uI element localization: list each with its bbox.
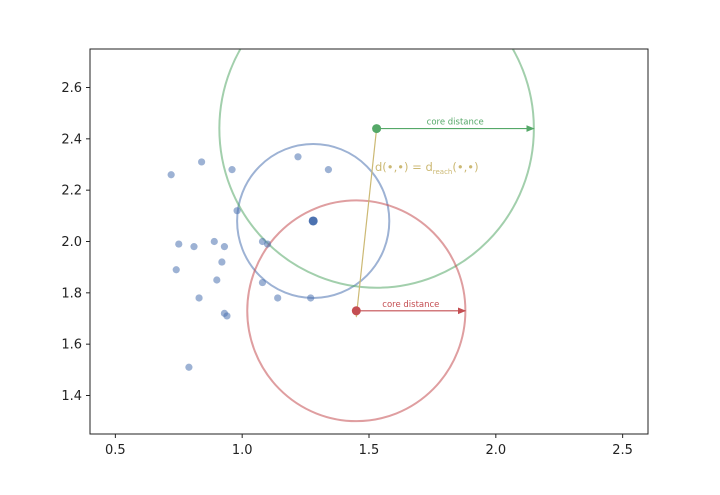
data-point xyxy=(167,171,175,179)
data-point xyxy=(263,240,272,248)
data-point xyxy=(274,294,282,302)
data-point xyxy=(324,166,333,174)
data-point xyxy=(213,276,221,284)
annotation-layer: core distance core distance d(•,•) = dreac… xyxy=(308,118,535,318)
core-distance-label: core distance xyxy=(427,118,484,128)
core-distance-circles xyxy=(218,49,535,423)
data-point xyxy=(307,294,315,302)
axis-ticks: 0.5 1.0 1.5 2.0 2.5 1.4 1.6 1.8 2.0 2.2 2.4 2.6 xyxy=(61,81,633,458)
x-tick-label: 0.5 xyxy=(105,443,126,458)
data-point xyxy=(258,278,267,287)
data-point xyxy=(228,166,236,174)
data-point xyxy=(190,243,198,251)
y-tick-label: 1.6 xyxy=(61,338,82,353)
y-tick-label: 2.2 xyxy=(61,184,82,199)
y-tick-label: 1.4 xyxy=(61,389,82,404)
y-tick-label: 2.6 xyxy=(61,81,82,96)
data-point xyxy=(172,266,180,274)
highlight-point xyxy=(308,216,318,226)
data-point xyxy=(185,363,193,371)
y-tick-label: 1.8 xyxy=(61,286,82,301)
x-tick-label: 1.0 xyxy=(232,443,253,458)
x-tick-label: 1.5 xyxy=(359,443,380,458)
data-point xyxy=(175,240,183,248)
reachability-label: d(•,•) = dreach(•,•) xyxy=(375,160,479,176)
data-point xyxy=(198,158,206,166)
x-tick-label: 2.5 xyxy=(612,443,633,458)
core-distance-label: core distance xyxy=(382,300,439,310)
data-point xyxy=(223,312,231,320)
data-point xyxy=(233,207,241,215)
data-point xyxy=(220,243,229,251)
reachability-arrow xyxy=(353,128,378,318)
y-tick-label: 2.4 xyxy=(61,132,82,147)
data-point xyxy=(210,237,218,246)
data-point xyxy=(218,258,226,266)
x-tick-label: 2.0 xyxy=(485,443,506,458)
scatter-points xyxy=(167,153,333,371)
data-point xyxy=(294,153,302,161)
highlight-point xyxy=(372,124,382,134)
highlight-point xyxy=(351,306,361,316)
y-tick-label: 2.0 xyxy=(61,235,82,250)
plot-frame xyxy=(89,48,649,435)
data-point xyxy=(195,294,203,302)
